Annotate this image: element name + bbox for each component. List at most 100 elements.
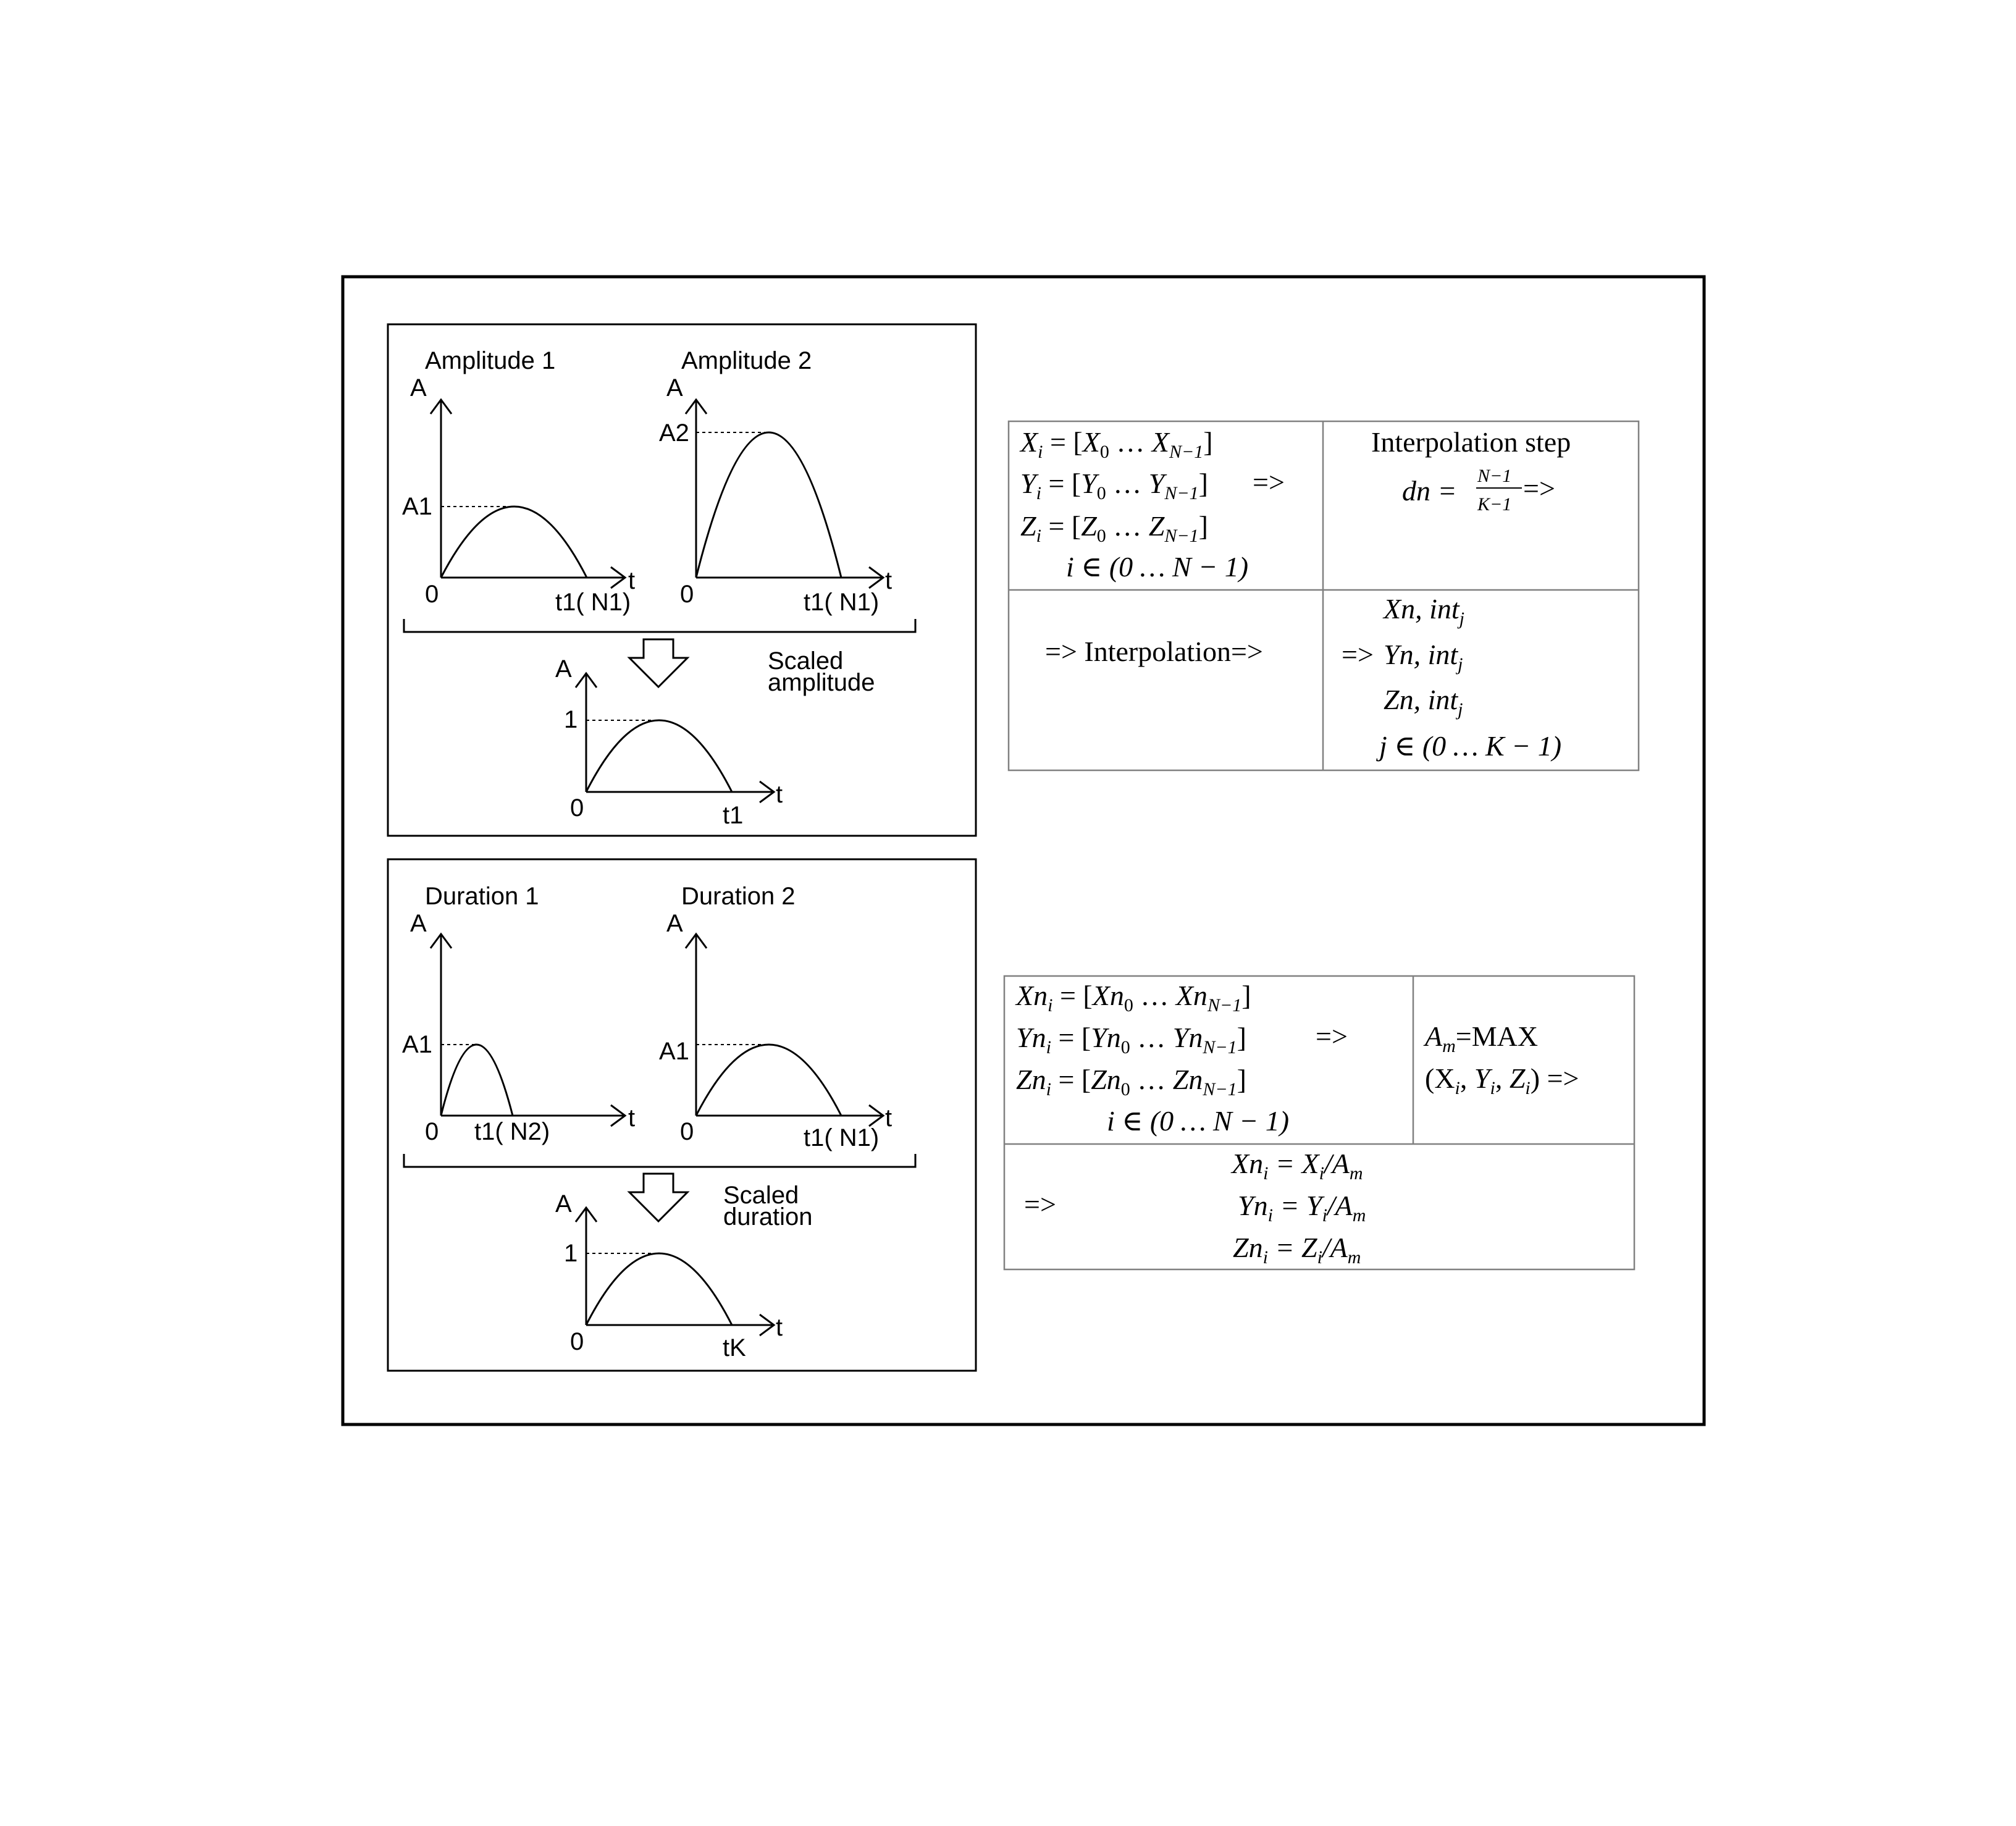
duration-curve bbox=[585, 1252, 733, 1326]
amplitude-2-title: Amplitude 2 bbox=[681, 347, 812, 374]
grouping-bracket bbox=[403, 1154, 917, 1168]
end-label: t1( N2) bbox=[474, 1118, 550, 1145]
duration-curve bbox=[695, 1043, 842, 1116]
duration-curve bbox=[440, 1043, 514, 1116]
amplitude-panel: Amplitude 1 Amplitude 2 A t 0 A1 t1( N1)… bbox=[387, 323, 977, 837]
zn-vector-formula: Zni = [Zn0 … ZnN−1] bbox=[1016, 1064, 1246, 1100]
x-axis bbox=[586, 1313, 776, 1337]
y-axis bbox=[429, 932, 453, 1116]
x-axis-label: t bbox=[628, 1104, 635, 1132]
duration-result-graph: A t 0 1 tK bbox=[555, 1190, 783, 1361]
y-axis bbox=[684, 398, 708, 578]
y-axis bbox=[574, 671, 598, 792]
scaled-label-line-2: amplitude bbox=[768, 669, 875, 696]
y-axis bbox=[429, 398, 453, 578]
scaled-label-line-1: Scaled bbox=[723, 1182, 799, 1209]
yn-division-formula: Yni = Yi/Am bbox=[1238, 1190, 1366, 1226]
x-axis bbox=[441, 566, 627, 589]
interpolation-step-cell: Interpolation step dn = N−1 K−1 => bbox=[1371, 426, 1571, 515]
origin-label: 0 bbox=[425, 581, 439, 608]
zn-division-formula: Zni = Zi/Am bbox=[1233, 1232, 1361, 1268]
end-label: t1( N1) bbox=[555, 589, 631, 616]
normalized-vectors-cell: Xni = [Xn0 … XnN−1] Yni = [Yn0 … YnN−1] … bbox=[1015, 980, 1348, 1137]
peak-label: 1 bbox=[564, 1240, 578, 1267]
x-axis-label: t bbox=[628, 567, 635, 594]
duration-graph-2: A t 0 A1 t1( N1) bbox=[659, 910, 892, 1151]
yn-vector-formula: Yni = [Yn0 … YnN−1] bbox=[1016, 1022, 1246, 1058]
max-arguments: (Xi, Yi, Zi) => bbox=[1425, 1062, 1579, 1098]
peak-label: A1 bbox=[659, 1038, 689, 1065]
yn-int-formula: Yn, intj bbox=[1384, 639, 1463, 675]
x-axis bbox=[586, 780, 776, 804]
down-arrow-icon bbox=[627, 638, 690, 689]
interpolation-label: => Interpolation=> bbox=[1045, 636, 1263, 667]
duration-1-title: Duration 1 bbox=[425, 883, 539, 910]
normalization-result-cell: => Xni = Xi/Am Yni = Yi/Am Zni = Zi/Am bbox=[1024, 1148, 1366, 1268]
output-index-range: j ∈ (0 … K − 1) bbox=[1376, 730, 1561, 762]
origin-label: 0 bbox=[680, 1118, 694, 1145]
amplitude-graph-1: A t 0 A1 t1( N1) bbox=[402, 374, 635, 616]
x-axis-label: t bbox=[776, 1314, 783, 1341]
result-arrow: => bbox=[1024, 1189, 1056, 1220]
y-axis-label: A bbox=[666, 374, 683, 402]
y-axis-label: A bbox=[410, 910, 427, 937]
step-denominator: K−1 bbox=[1477, 494, 1511, 515]
x-axis-label: t bbox=[776, 781, 783, 808]
x-vector-formula: Xi = [X0 … XN−1] bbox=[1019, 426, 1213, 462]
max-amplitude-cell: Am=MAX (Xi, Yi, Zi) => bbox=[1423, 1020, 1579, 1098]
normalized-index-range: i ∈ (0 … N − 1) bbox=[1107, 1105, 1289, 1137]
amplitude-curve bbox=[440, 505, 588, 578]
z-vector-formula: Zi = [Z0 … ZN−1] bbox=[1020, 510, 1208, 546]
origin-label: 0 bbox=[425, 1118, 439, 1145]
y-vector-formula: Yi = [Y0 … YN−1] bbox=[1020, 468, 1208, 503]
max-formula: Am=MAX bbox=[1423, 1020, 1538, 1056]
y-axis bbox=[574, 1206, 598, 1325]
origin-label: 0 bbox=[570, 1328, 584, 1355]
y-axis-label: A bbox=[666, 910, 683, 937]
normalization-table-gridlines bbox=[1004, 976, 1634, 1145]
interpolation-table-gridlines bbox=[1009, 421, 1639, 770]
dn-label: dn = bbox=[1402, 475, 1457, 507]
y-axis-label: A bbox=[410, 374, 427, 402]
duration-panel: Duration 1 Duration 2 A t 0 A1 t1( N2) A… bbox=[387, 858, 977, 1372]
origin-label: 0 bbox=[570, 794, 584, 822]
output-arrow: => bbox=[1342, 639, 1374, 670]
normalization-table: Xni = [Xn0 … XnN−1] Yni = [Yn0 … YnN−1] … bbox=[1003, 975, 1636, 1271]
y-axis-label: A bbox=[555, 655, 572, 683]
interpolated-outputs-cell: Xn, intj => Yn, intj Zn, intj j ∈ (0 … K… bbox=[1342, 593, 1561, 762]
peak-label: A2 bbox=[659, 419, 689, 447]
input-index-range: i ∈ (0 … N − 1) bbox=[1066, 551, 1248, 583]
end-label: tK bbox=[723, 1334, 746, 1361]
x-axis bbox=[696, 1104, 885, 1127]
xn-int-formula: Xn, intj bbox=[1382, 593, 1464, 629]
duration-graph-1: A t 0 A1 t1( N2) bbox=[402, 910, 635, 1145]
amplitude-curve bbox=[585, 719, 733, 793]
step-numerator: N−1 bbox=[1477, 466, 1511, 486]
input-arrow: => bbox=[1253, 466, 1285, 498]
down-arrow-icon bbox=[627, 1172, 690, 1223]
amplitude-curve bbox=[695, 431, 842, 578]
x-axis-label: t bbox=[885, 567, 892, 594]
input-vectors-cell: Xi = [X0 … XN−1] Yi = [Y0 … YN−1] Zi = [… bbox=[1019, 426, 1285, 583]
step-arrow: => bbox=[1523, 473, 1555, 504]
origin-label: 0 bbox=[680, 581, 694, 608]
y-axis bbox=[684, 932, 708, 1116]
duration-panel-border bbox=[387, 858, 977, 1372]
normalization-table-border bbox=[1003, 975, 1636, 1271]
y-axis-label: A bbox=[555, 1190, 572, 1218]
x-axis bbox=[696, 566, 885, 589]
amplitude-1-title: Amplitude 1 bbox=[425, 347, 555, 374]
duration-2-title: Duration 2 bbox=[681, 883, 796, 910]
peak-label: 1 bbox=[564, 706, 578, 733]
normalized-arrow: => bbox=[1316, 1020, 1348, 1052]
scaled-label-line-1: Scaled bbox=[768, 647, 843, 675]
scaled-label-line-2: duration bbox=[723, 1203, 813, 1231]
grouping-bracket bbox=[403, 619, 917, 633]
zn-int-formula: Zn, intj bbox=[1384, 684, 1463, 720]
outer-frame bbox=[341, 275, 1706, 1426]
xn-vector-formula: Xni = [Xn0 … XnN−1] bbox=[1015, 980, 1251, 1016]
amplitude-graph-2: A t 0 A2 t1( N1) bbox=[659, 374, 892, 616]
xn-division-formula: Xni = Xi/Am bbox=[1230, 1148, 1363, 1184]
peak-label: A1 bbox=[402, 1031, 432, 1058]
